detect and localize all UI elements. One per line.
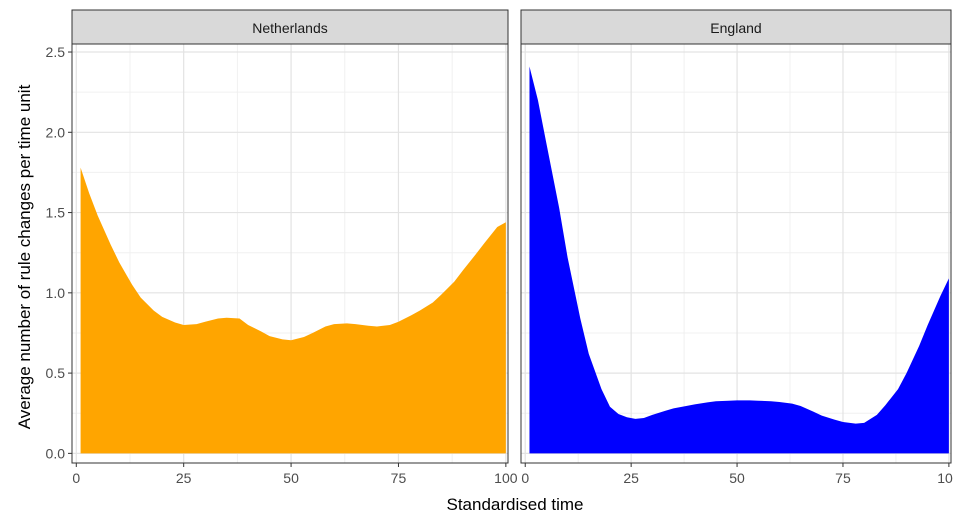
x-tick-label: 50 — [283, 470, 299, 486]
panel-netherlands: Netherlands 0 25 50 75 100 — [71, 9, 518, 486]
facet-strip — [71, 9, 509, 45]
x-tick-label: 100 — [937, 470, 953, 486]
x-axis: 0 25 50 75 100 — [72, 463, 518, 486]
x-tick-label: 0 — [521, 470, 529, 486]
x-axis: 0 25 50 75 100 — [521, 463, 953, 486]
panels: Netherlands 0 25 50 75 100 England 0 25 50 75 100 — [71, 9, 953, 486]
x-tick-label: 25 — [623, 470, 639, 486]
y-tick-label: 0.5 — [46, 365, 66, 381]
area-series — [529, 66, 949, 454]
y-tick-label: 2.5 — [46, 44, 66, 60]
panel-england: England 0 25 50 75 100 — [520, 9, 953, 486]
x-tick-label: 75 — [835, 470, 851, 486]
facet-strip-label: Netherlands — [252, 20, 328, 36]
y-axis-title: Average number of rule changes per time … — [15, 84, 34, 429]
panel-border — [520, 43, 952, 464]
panel-border — [71, 43, 509, 464]
x-tick-label: 25 — [176, 470, 192, 486]
x-tick-label: 100 — [494, 470, 518, 486]
x-tick-label: 75 — [391, 470, 407, 486]
area-series — [80, 167, 506, 454]
x-axis-title: Standardised time — [446, 495, 583, 514]
y-tick-label: 1.0 — [46, 285, 66, 301]
facet-strip-label: England — [710, 20, 761, 36]
y-tick-label: 0.0 — [46, 445, 66, 461]
facet-strip — [520, 9, 952, 45]
y-tick-label: 2.0 — [46, 124, 66, 140]
y-axis: 0.0 0.5 1.0 1.5 2.0 2.5 — [46, 44, 72, 461]
y-tick-label: 1.5 — [46, 205, 66, 221]
x-tick-label: 50 — [729, 470, 745, 486]
x-tick-label: 0 — [72, 470, 80, 486]
